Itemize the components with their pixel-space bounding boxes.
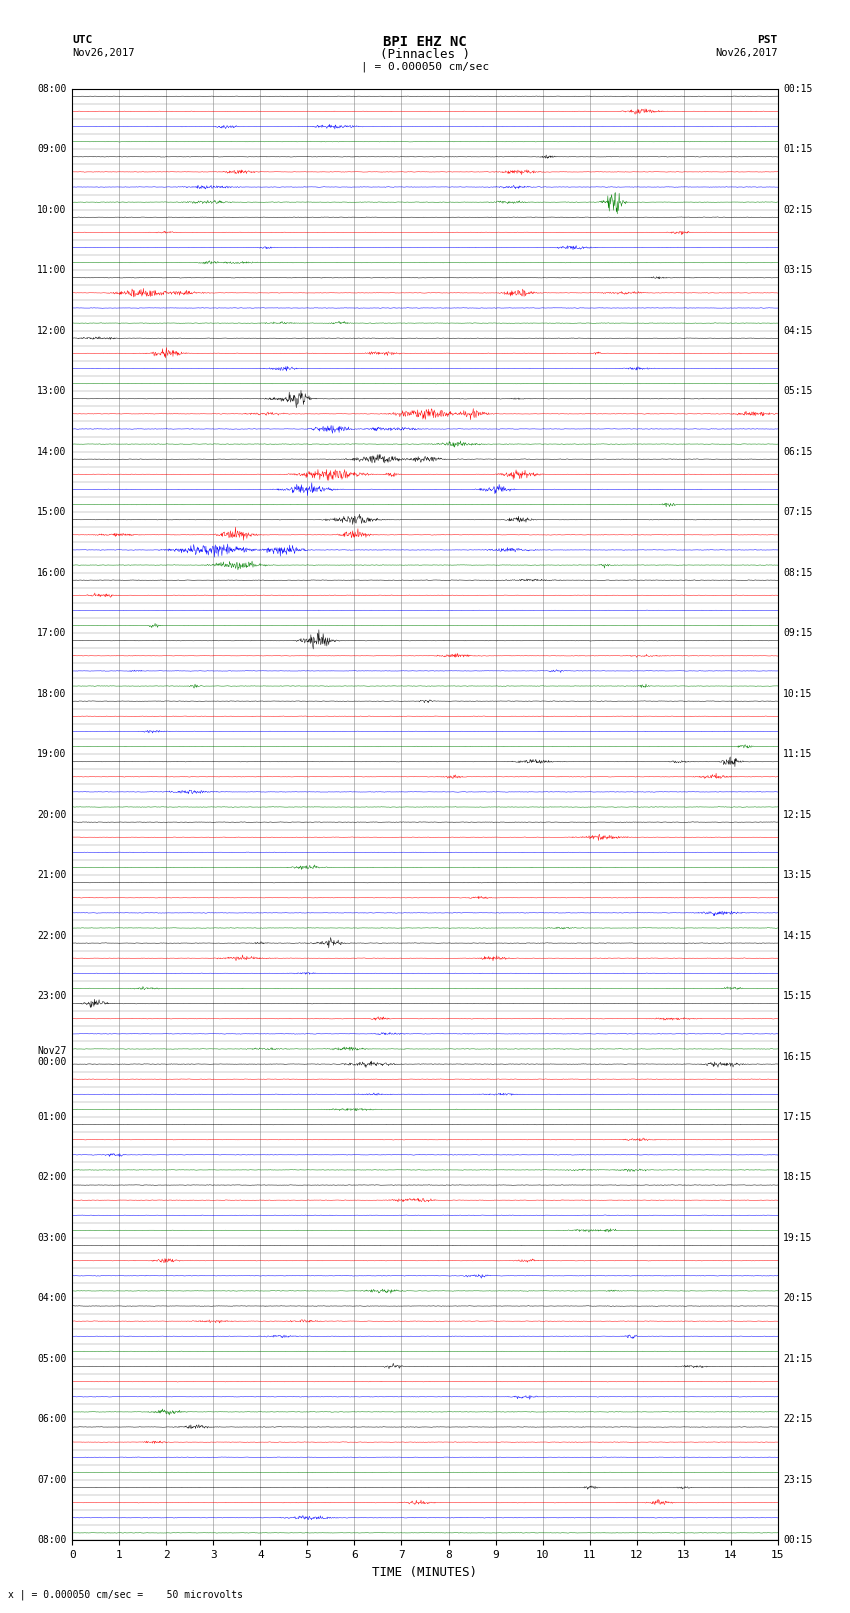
Text: 01:00: 01:00 [37,1111,66,1123]
Text: 12:00: 12:00 [37,326,66,336]
Text: 16:15: 16:15 [784,1052,813,1061]
Text: 08:00: 08:00 [37,1536,66,1545]
Text: 07:00: 07:00 [37,1474,66,1486]
Text: 04:00: 04:00 [37,1294,66,1303]
Text: 11:00: 11:00 [37,265,66,276]
Text: 23:15: 23:15 [784,1474,813,1486]
Text: | = 0.000050 cm/sec: | = 0.000050 cm/sec [361,61,489,73]
X-axis label: TIME (MINUTES): TIME (MINUTES) [372,1566,478,1579]
Text: 15:15: 15:15 [784,990,813,1002]
Text: 05:15: 05:15 [784,386,813,397]
Text: UTC: UTC [72,35,93,45]
Text: 21:00: 21:00 [37,869,66,881]
Text: BPI EHZ NC: BPI EHZ NC [383,35,467,50]
Text: 03:15: 03:15 [784,265,813,276]
Text: 17:15: 17:15 [784,1111,813,1123]
Text: 22:15: 22:15 [784,1415,813,1424]
Text: 02:15: 02:15 [784,205,813,215]
Text: (Pinnacles ): (Pinnacles ) [380,48,470,61]
Text: 19:15: 19:15 [784,1232,813,1244]
Text: 15:00: 15:00 [37,506,66,518]
Text: 03:00: 03:00 [37,1232,66,1244]
Text: 13:15: 13:15 [784,869,813,881]
Text: 07:15: 07:15 [784,506,813,518]
Text: Nov26,2017: Nov26,2017 [715,48,778,58]
Text: 01:15: 01:15 [784,144,813,155]
Text: 20:15: 20:15 [784,1294,813,1303]
Text: 04:15: 04:15 [784,326,813,336]
Text: 06:00: 06:00 [37,1415,66,1424]
Text: 20:00: 20:00 [37,810,66,819]
Text: 12:15: 12:15 [784,810,813,819]
Text: 18:00: 18:00 [37,689,66,698]
Text: 10:15: 10:15 [784,689,813,698]
Text: Nov27
00:00: Nov27 00:00 [37,1045,66,1068]
Text: 14:15: 14:15 [784,931,813,940]
Text: 14:00: 14:00 [37,447,66,456]
Text: 10:00: 10:00 [37,205,66,215]
Text: 02:00: 02:00 [37,1173,66,1182]
Text: 08:00: 08:00 [37,84,66,94]
Text: 05:00: 05:00 [37,1353,66,1365]
Text: 13:00: 13:00 [37,386,66,397]
Text: 00:15: 00:15 [784,84,813,94]
Text: 17:00: 17:00 [37,627,66,639]
Text: Nov26,2017: Nov26,2017 [72,48,135,58]
Text: x | = 0.000050 cm/sec =    50 microvolts: x | = 0.000050 cm/sec = 50 microvolts [8,1589,243,1600]
Text: 22:00: 22:00 [37,931,66,940]
Text: 21:15: 21:15 [784,1353,813,1365]
Text: PST: PST [757,35,778,45]
Text: 06:15: 06:15 [784,447,813,456]
Text: 09:00: 09:00 [37,144,66,155]
Text: 00:15: 00:15 [784,1536,813,1545]
Text: 18:15: 18:15 [784,1173,813,1182]
Text: 09:15: 09:15 [784,627,813,639]
Text: 08:15: 08:15 [784,568,813,577]
Text: 16:00: 16:00 [37,568,66,577]
Text: 23:00: 23:00 [37,990,66,1002]
Text: 11:15: 11:15 [784,748,813,760]
Text: 19:00: 19:00 [37,748,66,760]
